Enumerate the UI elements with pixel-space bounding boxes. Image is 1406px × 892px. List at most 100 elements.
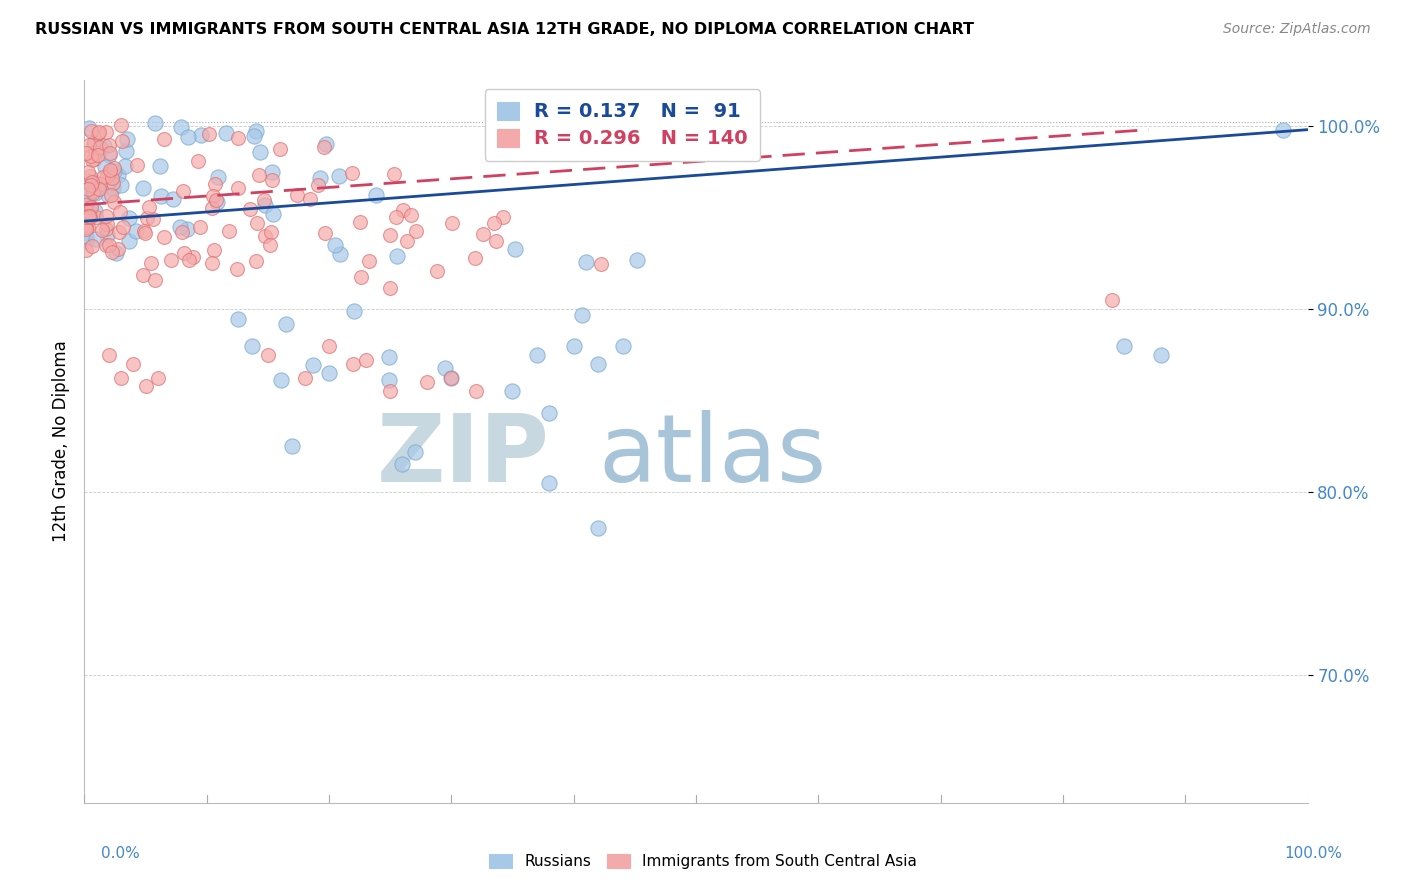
Point <box>101 244 124 259</box>
Text: 0.0%: 0.0% <box>101 847 141 861</box>
Point <box>207 195 229 210</box>
Point <box>260 165 283 179</box>
Point <box>94 222 117 236</box>
Point <box>75 204 97 219</box>
Point <box>299 192 322 206</box>
Point <box>79 201 101 215</box>
Point <box>205 193 228 207</box>
Point <box>75 221 97 235</box>
Point <box>176 222 198 236</box>
Point <box>86 176 108 190</box>
Point <box>183 250 205 264</box>
Point <box>98 145 121 160</box>
Point <box>77 186 100 201</box>
Point <box>83 136 105 150</box>
Point <box>380 228 402 243</box>
Point <box>218 224 240 238</box>
Point <box>80 201 103 215</box>
Point <box>93 139 115 153</box>
Point <box>169 120 191 134</box>
Point <box>149 159 172 173</box>
Point <box>89 139 111 153</box>
Point <box>472 227 495 242</box>
Point <box>416 375 439 389</box>
Point <box>96 218 118 232</box>
Point <box>201 256 224 270</box>
Text: atlas: atlas <box>598 410 827 502</box>
Point <box>314 139 336 153</box>
Point <box>103 194 125 209</box>
Point <box>162 192 184 206</box>
Point <box>110 371 132 385</box>
Point <box>84 232 107 246</box>
Point <box>153 230 176 244</box>
Point <box>538 475 561 490</box>
Point <box>464 384 486 399</box>
Point <box>359 253 381 268</box>
Point <box>315 137 337 152</box>
Point <box>366 187 388 202</box>
Point <box>172 226 194 240</box>
Point <box>77 174 100 188</box>
Point <box>349 215 371 229</box>
Point <box>274 317 297 331</box>
Point <box>103 163 125 178</box>
Text: Source: ZipAtlas.com: Source: ZipAtlas.com <box>1223 22 1371 37</box>
Point <box>138 200 160 214</box>
Point <box>100 187 122 202</box>
Point <box>160 252 183 267</box>
Point <box>77 209 100 223</box>
Point <box>89 182 111 196</box>
Point <box>190 128 212 143</box>
Point <box>399 208 422 222</box>
Point <box>243 129 266 144</box>
Point <box>115 132 138 146</box>
Point <box>434 361 457 376</box>
Point <box>97 238 120 252</box>
Legend: R = 0.137   N =  91, R = 0.296   N = 140: R = 0.137 N = 91, R = 0.296 N = 140 <box>485 89 759 161</box>
Point <box>98 166 121 180</box>
Point <box>503 243 526 257</box>
Point <box>202 243 225 257</box>
Point <box>82 186 104 200</box>
Point <box>83 203 105 218</box>
Point <box>378 350 401 364</box>
Legend: Russians, Immigrants from South Central Asia: Russians, Immigrants from South Central … <box>484 848 922 875</box>
Point <box>108 225 131 239</box>
Point <box>100 171 122 186</box>
Point <box>75 234 97 248</box>
Point <box>245 253 267 268</box>
Point <box>239 202 262 216</box>
Point <box>562 338 585 352</box>
Point <box>82 184 104 198</box>
Point <box>1272 122 1295 136</box>
Point <box>204 177 226 191</box>
Point <box>405 224 427 238</box>
Point <box>318 366 340 380</box>
Point <box>97 348 120 362</box>
Point <box>79 169 101 183</box>
Point <box>107 242 129 256</box>
Point <box>380 384 402 399</box>
Point <box>97 138 120 153</box>
Point <box>75 198 97 212</box>
Point <box>80 124 103 138</box>
Point <box>328 169 350 183</box>
Point <box>143 116 166 130</box>
Point <box>262 207 284 221</box>
Point <box>1150 348 1173 362</box>
Point <box>83 186 105 200</box>
Point <box>378 373 401 387</box>
Point <box>247 169 270 183</box>
Point <box>132 224 155 238</box>
Point <box>153 132 176 146</box>
Point <box>575 255 598 269</box>
Point <box>380 281 402 295</box>
Point <box>101 181 124 195</box>
Point <box>308 170 330 185</box>
Point <box>97 148 120 162</box>
Point <box>80 238 103 252</box>
Point <box>404 444 426 458</box>
Point <box>107 168 129 182</box>
Point <box>482 216 505 230</box>
